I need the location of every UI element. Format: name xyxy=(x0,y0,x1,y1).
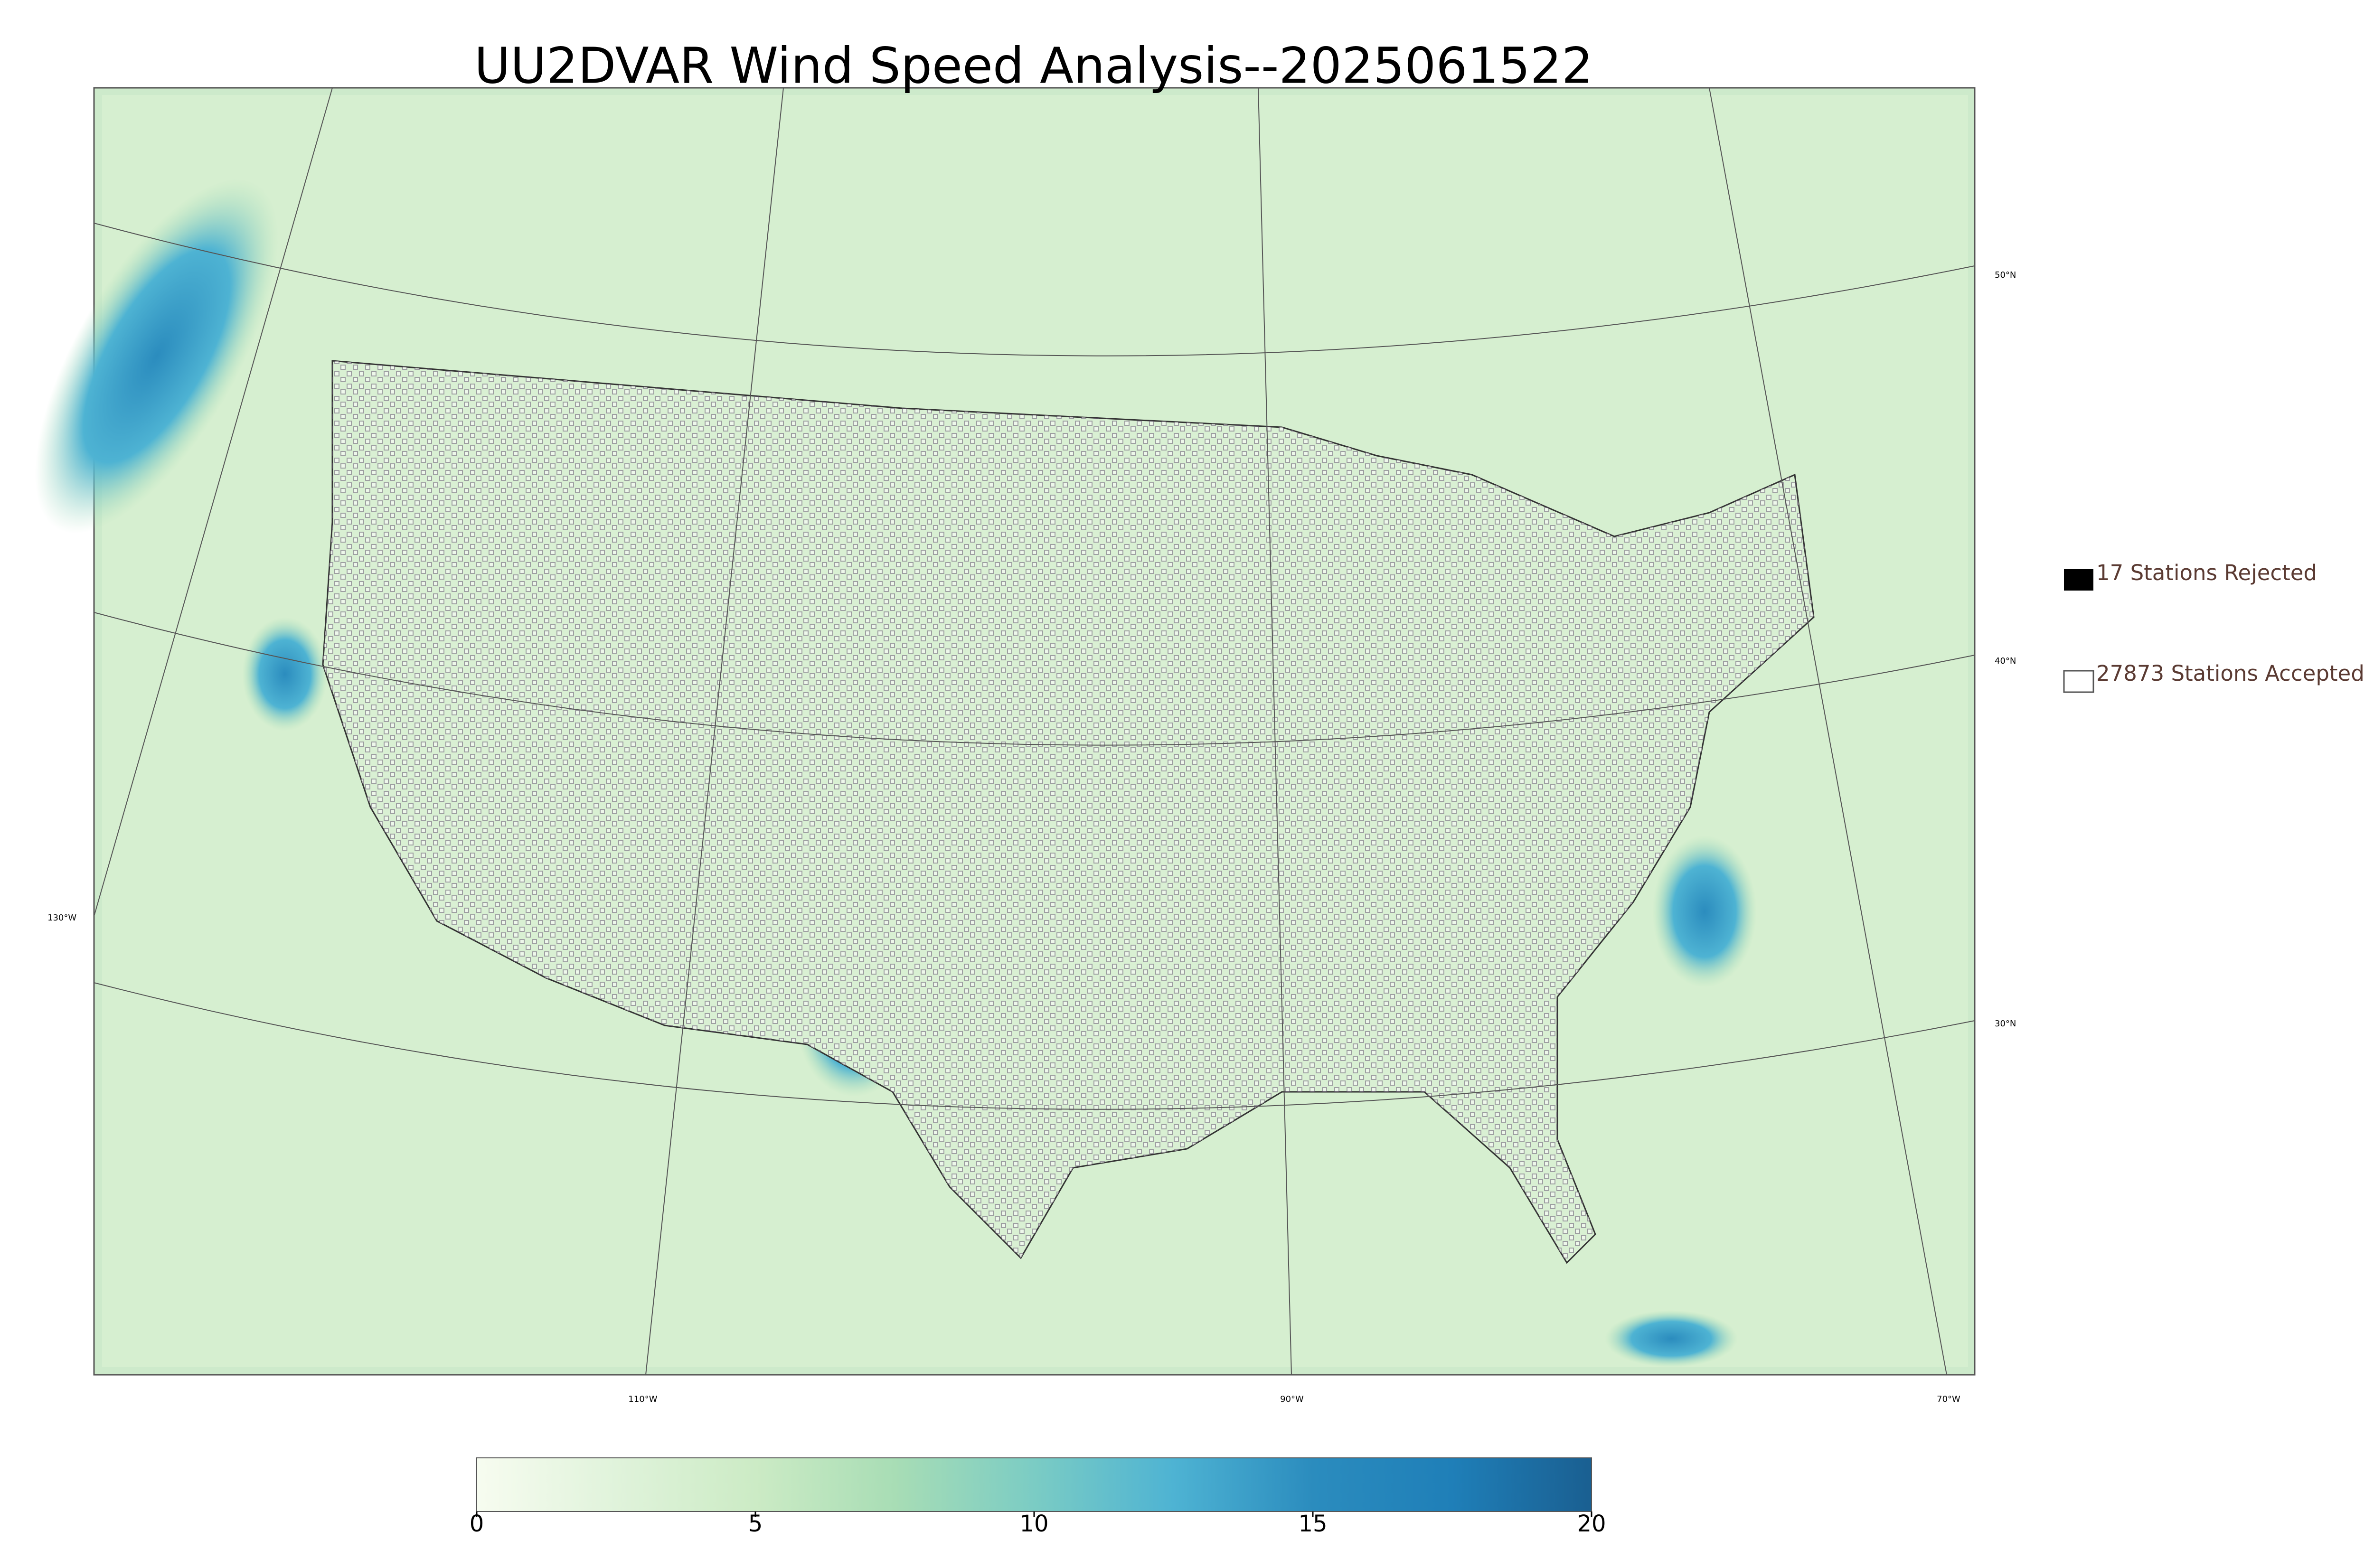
longitude-label: 70°W xyxy=(1937,1394,1960,1404)
graticule-line xyxy=(94,87,333,917)
colorbar xyxy=(476,1457,1592,1512)
colorbar-tick-label: 15 xyxy=(1298,1511,1327,1537)
title: UU2DVAR Wind Speed Analysis--2025061522 xyxy=(474,37,1593,94)
legend-label: 17 Stations Rejected xyxy=(2096,560,2317,585)
colorbar-tick-label: 5 xyxy=(748,1511,763,1537)
graticule-line xyxy=(1709,87,1947,1375)
legend-label: 27873 Stations Accepted xyxy=(2096,661,2365,686)
colorbar-tick-label: 0 xyxy=(470,1511,484,1537)
graticule-line xyxy=(1258,87,1292,1375)
legend-marker xyxy=(2063,670,2094,693)
graticule-line xyxy=(645,87,784,1375)
wind-area xyxy=(35,178,279,534)
longitude-label: 110°W xyxy=(628,1394,657,1404)
wind-area xyxy=(1652,836,1757,987)
graticule-line xyxy=(94,982,1975,1110)
graticule-line xyxy=(94,612,1975,746)
wind-area xyxy=(242,617,328,731)
stations xyxy=(323,361,1814,1263)
longitude-label: 130°W xyxy=(47,913,76,923)
colorbar-tick-label: 20 xyxy=(1577,1511,1606,1537)
graticule-line xyxy=(94,223,1975,357)
latitude-label: 40°N xyxy=(1995,656,2016,666)
wind-area xyxy=(1605,1310,1738,1367)
colorbar-tick-label: 10 xyxy=(1019,1511,1048,1537)
latitude-label: 30°N xyxy=(1995,1019,2016,1029)
latitude-label: 50°N xyxy=(1995,270,2016,280)
legend-marker xyxy=(2064,569,2093,591)
longitude-label: 90°W xyxy=(1280,1394,1304,1404)
map xyxy=(35,87,1976,1376)
